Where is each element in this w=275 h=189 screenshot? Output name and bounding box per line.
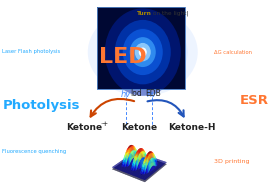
Ellipse shape <box>98 16 188 88</box>
FancyBboxPatch shape <box>97 7 185 89</box>
Text: 3D printing: 3D printing <box>214 160 249 164</box>
Text: LED: LED <box>99 47 147 67</box>
Text: ΔG calculation: ΔG calculation <box>214 50 252 54</box>
Ellipse shape <box>115 20 171 84</box>
Text: on the light|: on the light| <box>151 11 188 16</box>
Text: ESR: ESR <box>240 94 269 106</box>
Text: hv: hv <box>146 90 157 99</box>
Ellipse shape <box>135 43 151 61</box>
Ellipse shape <box>123 29 163 75</box>
Ellipse shape <box>129 28 157 60</box>
Text: Photolysis: Photolysis <box>3 98 81 112</box>
Text: Fluorescence quenching: Fluorescence quenching <box>2 149 66 154</box>
Text: Ketone-H: Ketone-H <box>168 122 216 132</box>
Text: ·: · <box>211 121 213 127</box>
Text: hv: hv <box>121 90 131 99</box>
Ellipse shape <box>139 47 147 57</box>
Ellipse shape <box>105 8 181 96</box>
Text: ·+: ·+ <box>100 121 108 127</box>
Text: Iod: Iod <box>131 89 142 98</box>
Text: Ketone: Ketone <box>121 122 157 132</box>
Text: EDB: EDB <box>145 89 161 98</box>
Text: Turn: Turn <box>137 11 152 16</box>
Polygon shape <box>136 50 150 85</box>
Ellipse shape <box>130 37 156 67</box>
Ellipse shape <box>88 8 198 96</box>
Text: Ketone: Ketone <box>66 122 102 132</box>
FancyBboxPatch shape <box>97 7 185 89</box>
Text: Laser Flash photolysis: Laser Flash photolysis <box>2 50 60 54</box>
